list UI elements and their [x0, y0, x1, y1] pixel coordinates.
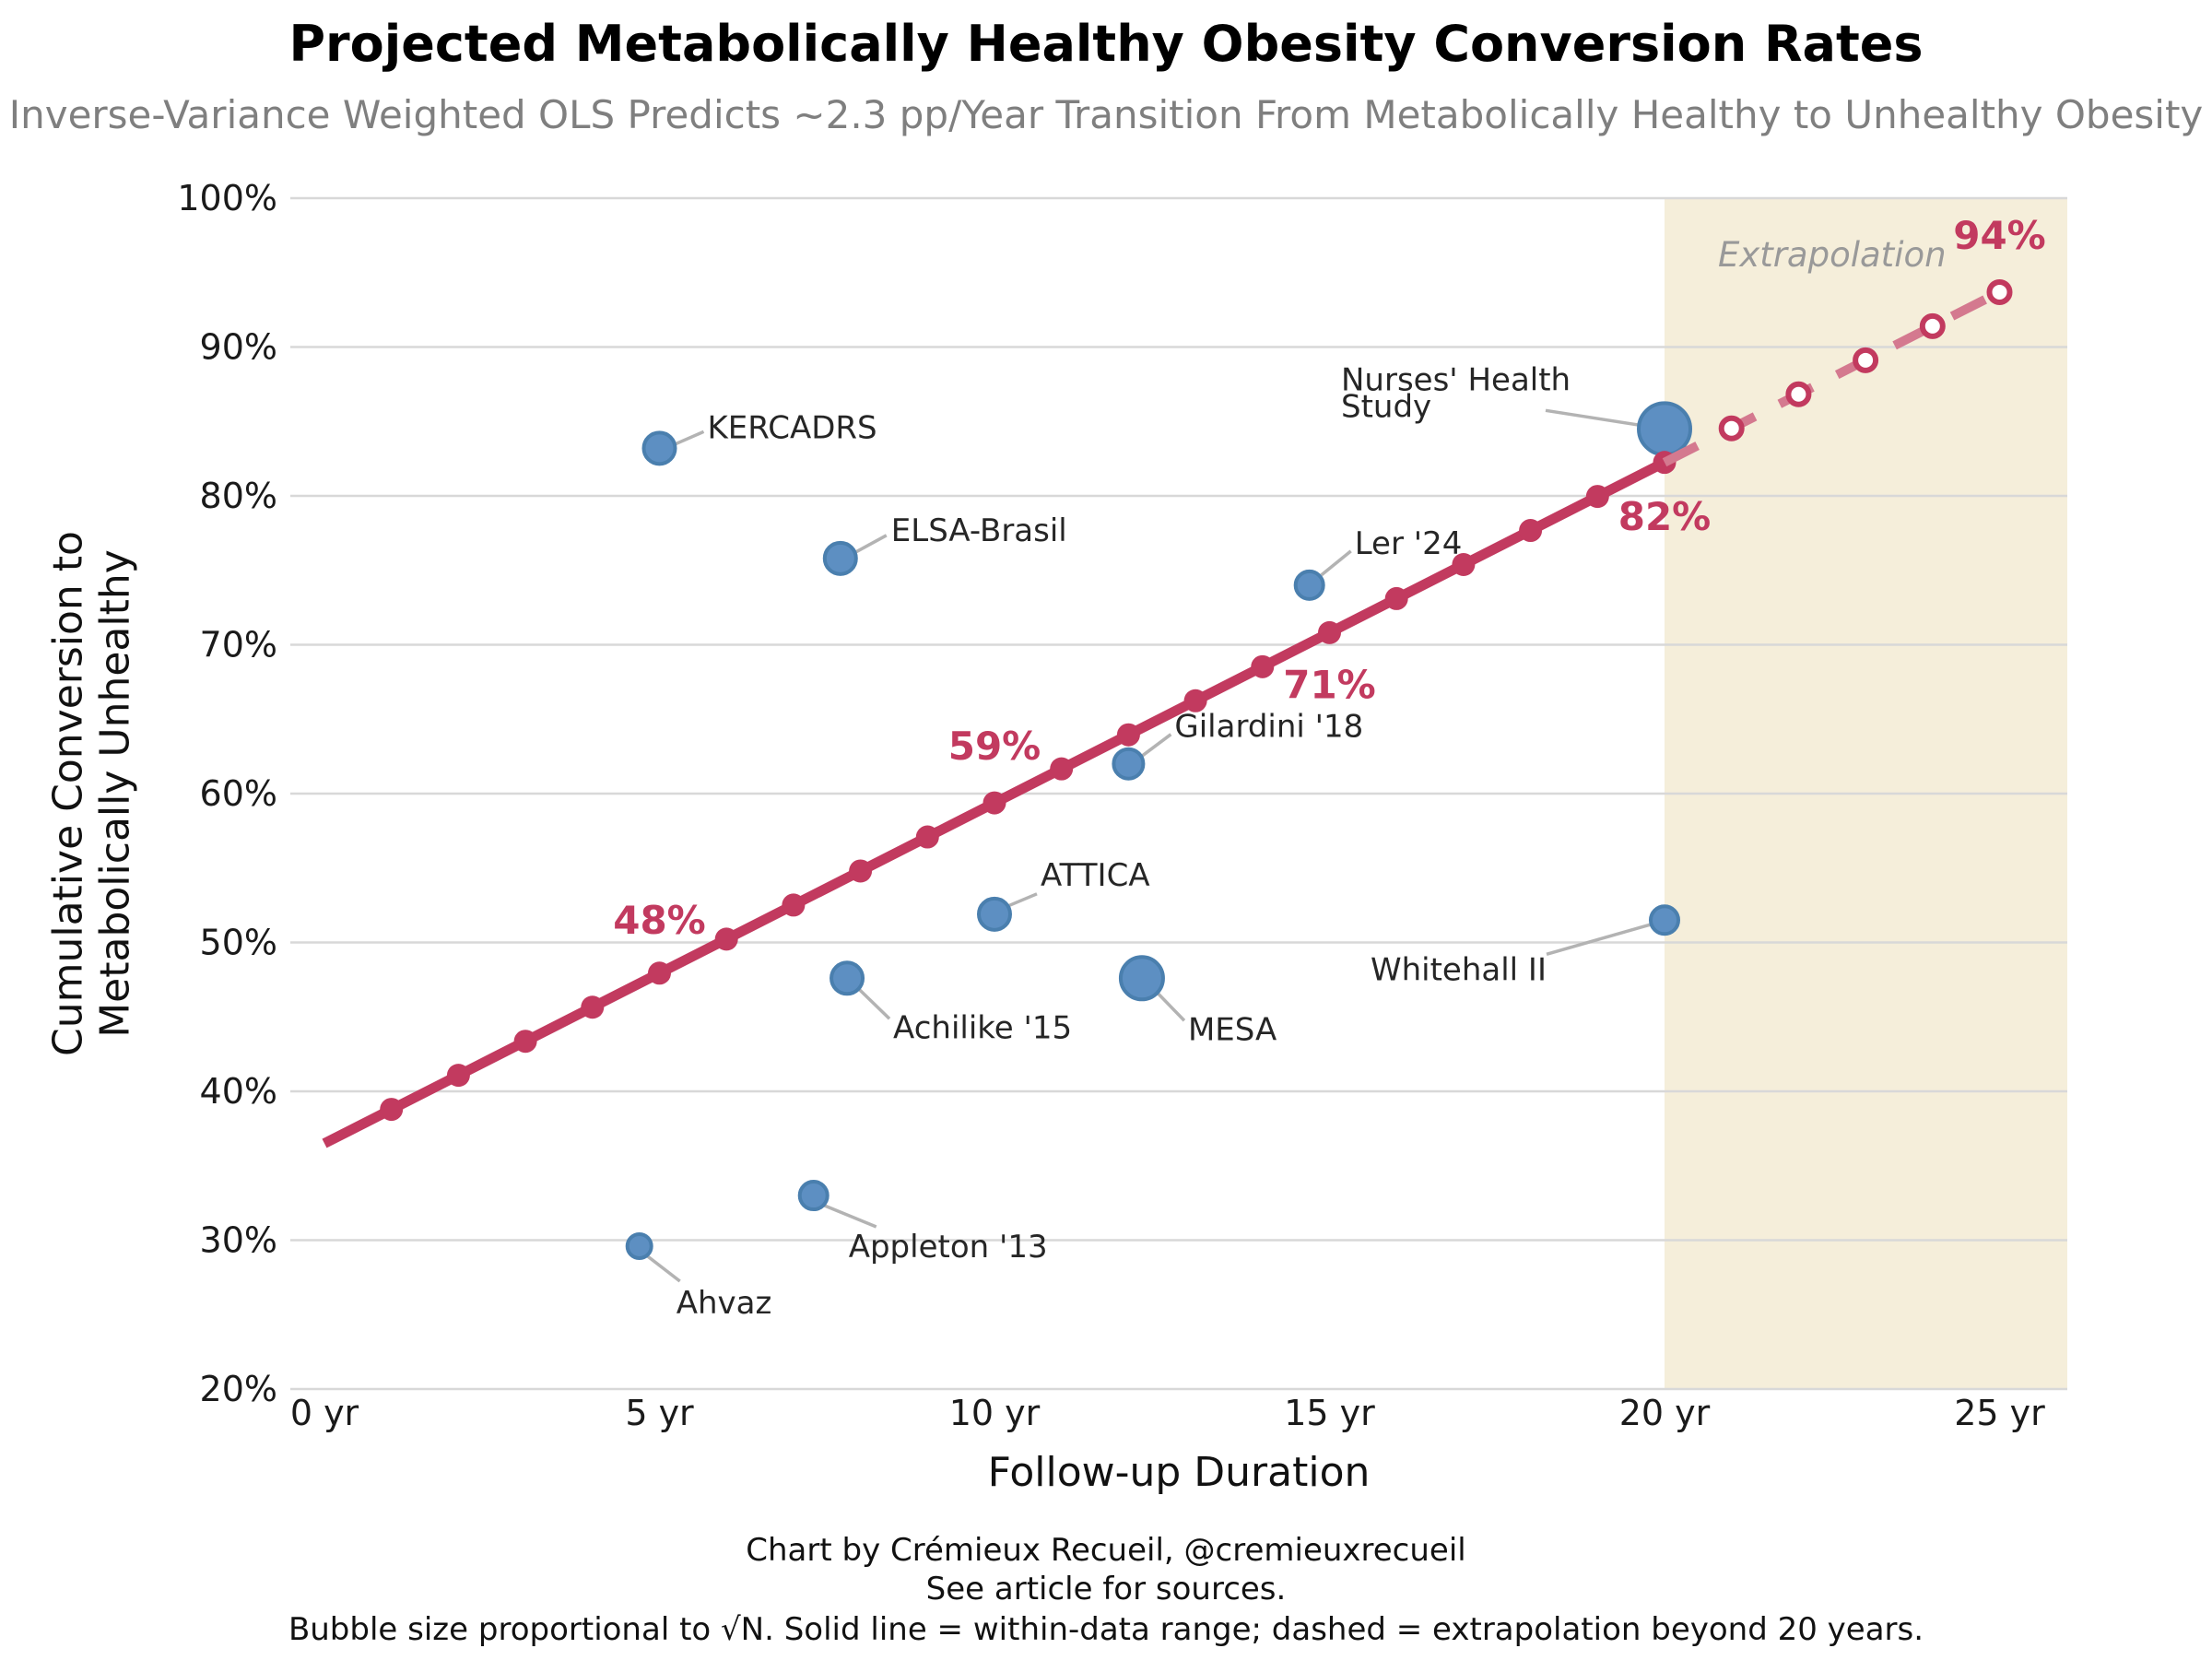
trend-marker-open	[1986, 278, 2013, 305]
x-tick-label: 5 yr	[625, 1393, 694, 1433]
study-leader-line	[1140, 733, 1172, 759]
study-label: Whitehall II	[1371, 951, 1547, 988]
y-tick-label: 100%	[177, 178, 277, 218]
trend-marker-open	[1718, 415, 1745, 442]
study-leader-line	[1320, 549, 1352, 577]
study-bubble	[1649, 904, 1680, 936]
study-leader-line	[824, 1204, 877, 1229]
chart-title: Projected Metabolically Healthy Obesity …	[288, 15, 1924, 73]
study-bubble	[1112, 747, 1146, 781]
footer-note: Bubble size proportional to √N. Solid li…	[288, 1611, 1924, 1648]
y-tick-label: 20%	[200, 1369, 277, 1409]
study-label: Appleton '13	[849, 1229, 1048, 1266]
y-axis-title-line2: Metabolically Unhealthy	[91, 549, 138, 1038]
y-tick-label: 70%	[200, 625, 277, 665]
trend-marker	[1251, 654, 1275, 678]
study-label: Ler '24	[1355, 525, 1463, 562]
trend-marker-open	[1853, 347, 1879, 373]
trend-marker	[446, 1064, 470, 1088]
x-tick-label: 25 yr	[1954, 1393, 2045, 1433]
y-tick-label: 80%	[200, 476, 277, 516]
trend-annotation: 82%	[1618, 494, 1712, 539]
study-label: ATTICA	[1041, 857, 1150, 894]
study-bubble	[1293, 569, 1325, 601]
study-bubble	[625, 1231, 653, 1260]
study-bubble	[1118, 955, 1165, 1002]
trend-marker	[1585, 485, 1609, 509]
study-label: Ahvaz	[677, 1285, 772, 1322]
x-tick-label: 10 yr	[949, 1393, 1041, 1433]
y-axis-title: Cumulative Conversion to Metabolically U…	[44, 531, 138, 1056]
y-tick-label: 30%	[200, 1220, 277, 1261]
trend-marker	[1050, 757, 1074, 781]
trend-marker	[849, 859, 873, 883]
study-leader-line	[646, 1254, 681, 1283]
trend-marker-open	[1919, 312, 1946, 339]
trend-marker	[1452, 552, 1476, 576]
trend-marker	[380, 1098, 404, 1122]
y-tick-label: 60%	[200, 773, 277, 814]
y-tick-label: 90%	[200, 327, 277, 368]
trend-annotation: 71%	[1283, 663, 1376, 708]
study-leader-line	[1546, 923, 1651, 956]
x-axis-title: Follow-up Duration	[987, 1449, 1371, 1496]
trend-marker	[1384, 586, 1408, 610]
trend-marker	[782, 893, 806, 917]
trend-marker	[513, 1030, 537, 1054]
trend-marker	[982, 791, 1006, 815]
extrapolation-label: Extrapolation	[1718, 235, 1947, 275]
trend-annotation: 59%	[948, 724, 1041, 769]
study-label: Nurses' Health	[1341, 361, 1571, 398]
y-tick-label: 50%	[200, 923, 277, 963]
trend-marker	[1183, 689, 1207, 712]
study-label: MESA	[1188, 1011, 1277, 1048]
trend-marker	[915, 825, 939, 849]
x-tick-label: 20 yr	[1619, 1393, 1711, 1433]
trend-annotation: 94%	[1953, 213, 2046, 258]
study-leader-line	[673, 430, 705, 446]
study-leader-line	[1545, 408, 1647, 429]
study-leader-line	[854, 534, 888, 554]
trend-marker	[714, 927, 738, 951]
study-label-line2: Study	[1341, 388, 1431, 425]
y-axis-title-line1: Cumulative Conversion to	[44, 531, 92, 1056]
study-leader-line	[1007, 892, 1038, 908]
study-bubble	[1637, 401, 1692, 457]
study-bubble	[822, 540, 858, 576]
study-bubble	[830, 960, 865, 996]
study-label: ELSA-Brasil	[891, 512, 1067, 549]
x-tick-label: 15 yr	[1284, 1393, 1375, 1433]
trend-marker	[648, 961, 671, 985]
trend-annotation: 48%	[613, 898, 706, 943]
footer-credit: Chart by Crémieux Recueil, @cremieuxrecu…	[746, 1532, 1466, 1569]
x-tick-label: 0 yr	[290, 1393, 359, 1433]
study-label: Gilardini '18	[1174, 709, 1363, 746]
trend-marker	[1519, 519, 1543, 543]
study-leader-line	[857, 988, 891, 1020]
trend-marker	[1116, 723, 1140, 747]
study-bubble	[641, 430, 677, 466]
trend-marker-open	[1785, 381, 1812, 407]
y-tick-label: 40%	[200, 1071, 277, 1112]
chart-subtitle: Inverse-Variance Weighted OLS Predicts ~…	[8, 92, 2204, 137]
study-leader-line	[1154, 990, 1186, 1022]
study-label: Achilike '15	[893, 1009, 1072, 1046]
study-bubble	[977, 896, 1012, 932]
trend-marker	[581, 995, 605, 1019]
study-label: KERCADRS	[708, 409, 877, 446]
trend-marker	[1318, 620, 1341, 644]
footer-sources: See article for sources.	[925, 1571, 1287, 1607]
study-bubble	[797, 1180, 830, 1212]
